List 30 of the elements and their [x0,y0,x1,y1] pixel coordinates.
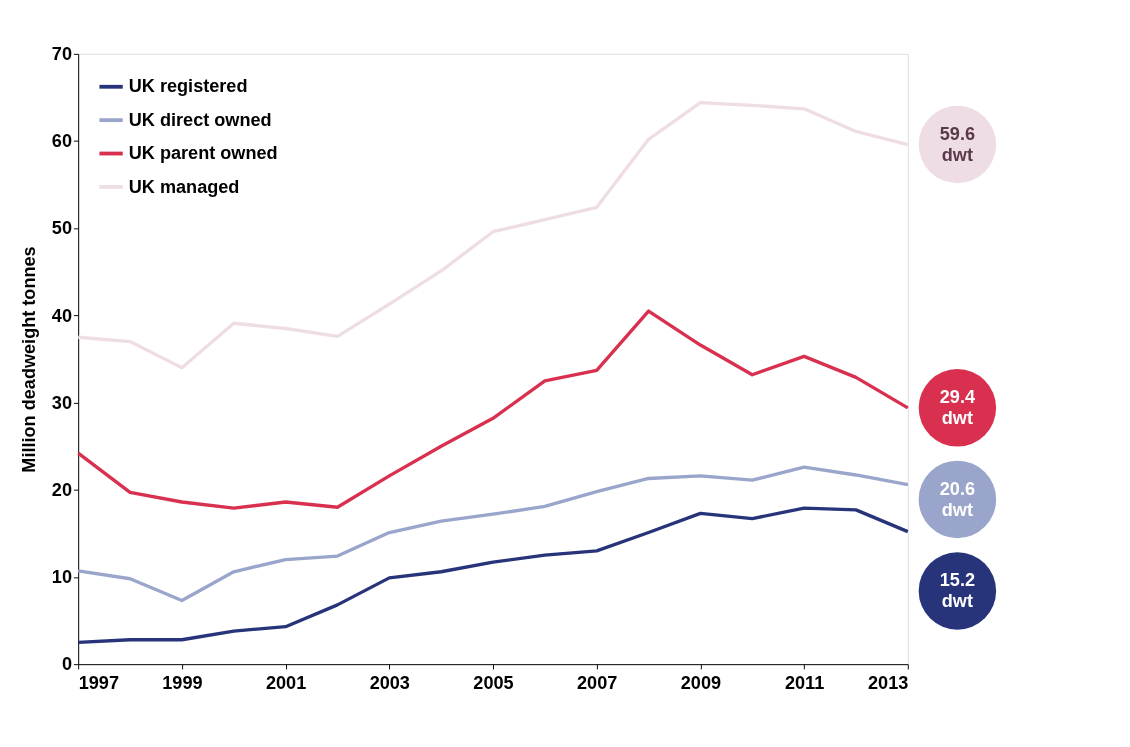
data-label: 20.6 dwt [939,478,976,520]
x-tick-label: 2013 [867,673,909,694]
data-label: 29.4 dwt [939,387,976,429]
x-tick-label: 1999 [162,673,203,694]
line-series [76,309,910,510]
y-tick-label: 0 [61,654,72,675]
x-tick-label: 2005 [473,673,514,694]
y-axis-title: Million deadweight tonnes [18,246,39,473]
line-series [76,101,910,370]
y-tick-label: 70 [51,44,72,65]
x-tick-label: 2011 [784,673,825,694]
data-label: 15.2 dwt [939,570,976,612]
y-tick-label: 50 [51,218,72,239]
y-tick-label: 20 [51,480,72,500]
x-tick-label: 1997 [78,673,119,694]
y-tick-label: 40 [51,305,72,326]
x-tick-label: 2003 [369,673,410,694]
legend-label: UK direct owned [128,109,272,130]
y-tick-label: 10 [51,567,72,588]
legend-label: UK managed [128,176,240,197]
legend-label: UK registered [128,76,248,97]
line-series [76,465,910,603]
legend-label: UK parent owned [128,143,278,164]
line-series [76,506,910,645]
data-label: 59.6 dwt [939,123,976,165]
y-tick-label: 30 [51,392,72,413]
x-tick-label: 2009 [680,673,722,694]
y-tick-label: 60 [51,131,72,152]
x-tick-label: 2001 [265,673,307,694]
x-tick-label: 2007 [577,673,618,694]
